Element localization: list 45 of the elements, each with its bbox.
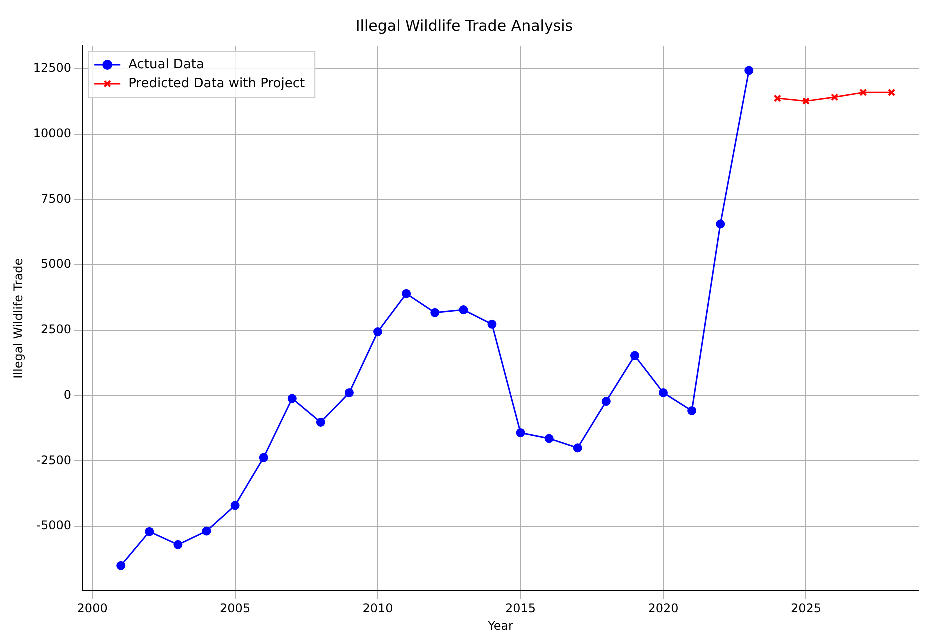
point bbox=[116, 561, 126, 570]
point bbox=[488, 320, 497, 329]
x-tick-label: 2020 bbox=[648, 602, 679, 616]
point bbox=[716, 220, 726, 229]
point bbox=[573, 444, 582, 453]
y-axis-title: Illegal Wildlife Trade bbox=[11, 258, 26, 379]
point bbox=[202, 526, 212, 536]
point bbox=[174, 540, 183, 550]
point bbox=[344, 388, 354, 398]
legend-label: Predicted Data with Project bbox=[128, 76, 306, 92]
x-axis-title: Year bbox=[487, 618, 514, 633]
point bbox=[145, 527, 154, 536]
point bbox=[259, 453, 268, 462]
y-tick-label: 7500 bbox=[41, 192, 72, 206]
chart-title: Illegal Wildlife Trade Analysis bbox=[356, 16, 574, 35]
point bbox=[802, 97, 810, 106]
point bbox=[544, 434, 554, 444]
point bbox=[830, 94, 839, 102]
point bbox=[630, 351, 640, 360]
point bbox=[288, 394, 297, 404]
y-tick-label: 5000 bbox=[41, 257, 72, 272]
legend-label: Actual Data bbox=[128, 57, 204, 72]
point bbox=[659, 388, 668, 398]
y-tick-label: -5000 bbox=[36, 518, 72, 533]
point bbox=[744, 66, 754, 76]
y-tick-label: 0 bbox=[64, 388, 72, 402]
x-tick-label: 2025 bbox=[790, 602, 822, 616]
y-tick-label: -2500 bbox=[36, 453, 72, 468]
point bbox=[860, 88, 868, 97]
y-tick-label: 2500 bbox=[41, 322, 72, 337]
point bbox=[602, 397, 611, 406]
point bbox=[374, 328, 383, 337]
x-tick-label: 2015 bbox=[505, 602, 536, 616]
point bbox=[230, 501, 240, 510]
y-tick-label: 10000 bbox=[33, 126, 72, 140]
point bbox=[688, 406, 697, 416]
point bbox=[402, 289, 412, 298]
point bbox=[459, 306, 468, 315]
point bbox=[516, 428, 526, 438]
x-tick-label: 2000 bbox=[77, 602, 108, 616]
x-tick-label: 2005 bbox=[220, 602, 251, 616]
point bbox=[430, 308, 440, 318]
point bbox=[316, 418, 326, 427]
x-tick-label: 2010 bbox=[362, 602, 394, 616]
y-tick-label: 12500 bbox=[33, 61, 72, 76]
